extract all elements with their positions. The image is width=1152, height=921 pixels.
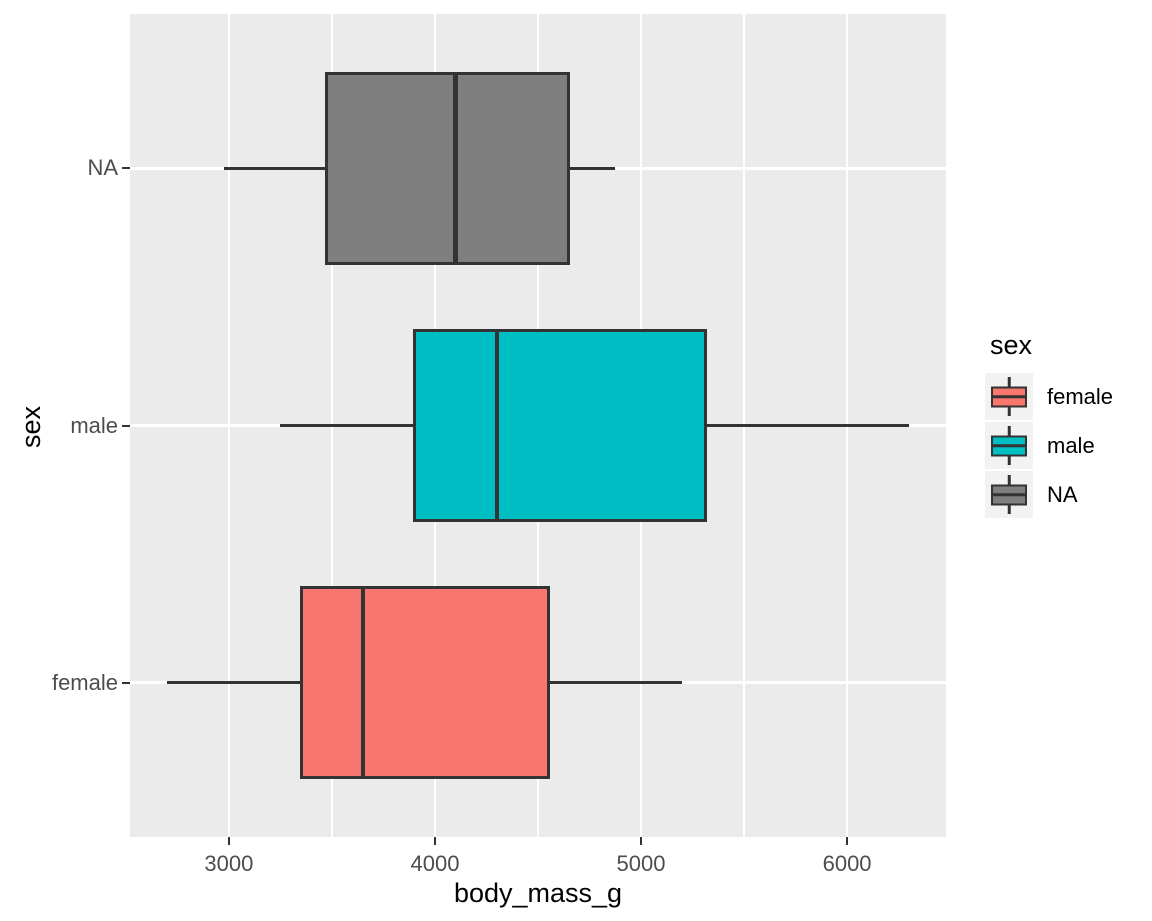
legend-median-icon (993, 493, 1025, 496)
median-female (360, 587, 366, 779)
x-tick-label-5000: 5000 (616, 851, 666, 876)
box-NA (325, 71, 571, 265)
legend-box-icon (991, 484, 1027, 505)
legend-label-male: male (1047, 432, 1095, 458)
median-NA (453, 72, 458, 264)
legend-label-NA: NA (1047, 481, 1078, 507)
legend-title: sex (990, 330, 1033, 360)
y-axis-title: sex (16, 405, 46, 449)
x-axis-title: body_mass_g (453, 878, 623, 908)
x-tick-label-6000: 6000 (822, 851, 872, 876)
legend: sex female male NA (985, 330, 1152, 520)
legend-label-female: female (1047, 383, 1114, 409)
y-tick-label-male: male (70, 412, 118, 438)
median-male (494, 330, 500, 521)
box-male (412, 329, 707, 522)
legend-key-female (985, 373, 1033, 420)
x-tick-label-4000: 4000 (410, 851, 460, 876)
legend-median-icon (993, 395, 1025, 398)
legend-entries: female male NA (985, 373, 1152, 518)
x-tick-5000 (640, 837, 643, 845)
legend-box-icon (991, 435, 1027, 456)
legend-key-male (985, 422, 1033, 469)
x-tick-6000 (846, 837, 849, 845)
x-tick-4000 (433, 837, 436, 845)
legend-entry-NA: NA (985, 471, 1152, 518)
y-tick-female (122, 681, 130, 684)
x-tick-3000 (227, 837, 230, 845)
legend-box-icon (991, 386, 1027, 407)
legend-median-icon (993, 444, 1025, 447)
legend-key-NA (985, 471, 1033, 518)
plot-panel (130, 14, 946, 837)
y-tick-male (122, 424, 130, 427)
legend-entry-female: female (985, 373, 1152, 420)
y-tick-label-female: female (51, 669, 118, 695)
y-tick-label-NA: NA (87, 155, 118, 181)
y-tick-NA (122, 167, 130, 170)
box-female (299, 586, 550, 780)
x-tick-label-3000: 3000 (204, 851, 254, 876)
legend-entry-male: male (985, 422, 1152, 469)
